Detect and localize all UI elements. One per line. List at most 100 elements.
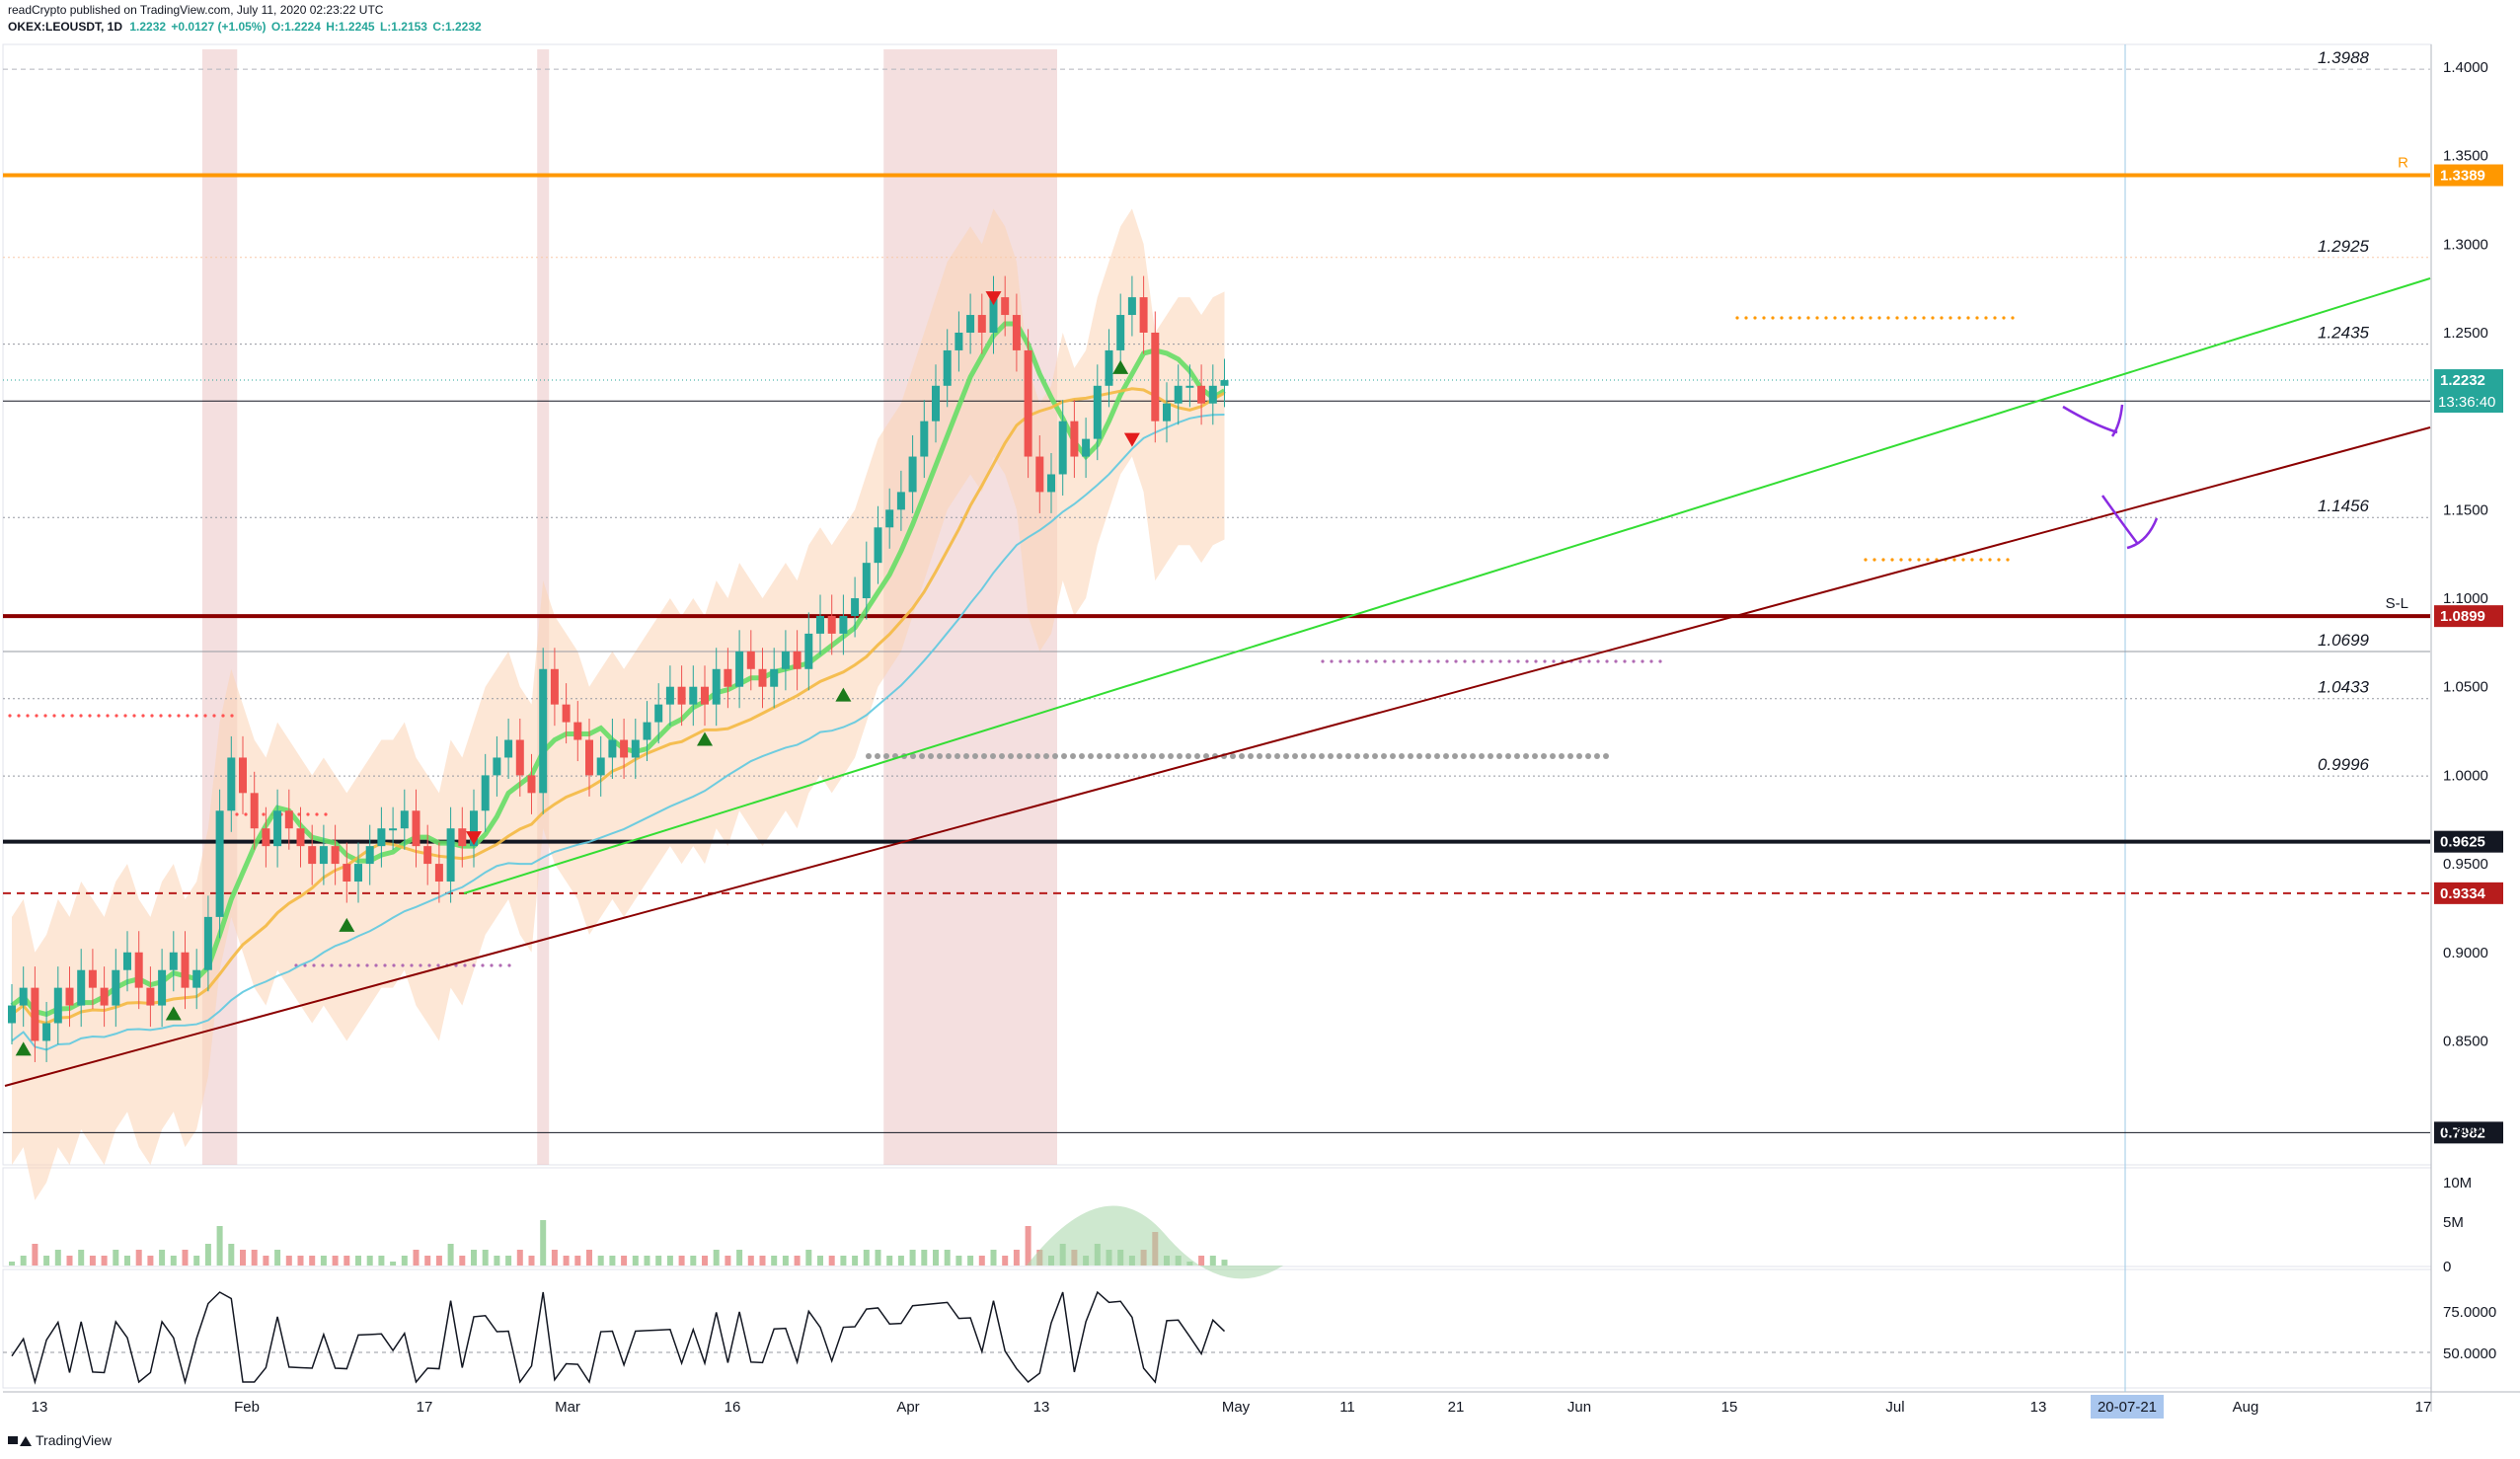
neutral-dots (1070, 753, 1076, 759)
volume-bar (1013, 1250, 1020, 1266)
candle (839, 594, 848, 655)
volume-bar (471, 1250, 477, 1266)
oscillator-pane-border (2, 1268, 2432, 1389)
resistance-dots (43, 714, 47, 718)
trail-dots (1975, 316, 1979, 320)
volume-bar (955, 1256, 962, 1266)
trail-dots (1789, 316, 1793, 320)
pivot-dots-2 (1436, 659, 1440, 663)
volume-bar (794, 1256, 801, 1266)
volume-bar (805, 1250, 812, 1266)
volume-bar (390, 1262, 397, 1266)
baseline-ma (11, 413, 1225, 1051)
candle (1082, 418, 1091, 479)
time-axis[interactable]: 13 Feb 17 Mar 16 Apr 13 May 11 21 Jun 15 Jul 13 Aug 17 2… (32, 1395, 2432, 1419)
candle (169, 931, 178, 992)
candle (1208, 364, 1217, 425)
neutral-dots (1399, 753, 1405, 759)
candle (423, 824, 432, 885)
resistance-dots (186, 714, 190, 718)
neutral-dots (1114, 753, 1120, 759)
volume-bar (66, 1256, 73, 1266)
volume-bar (9, 1262, 15, 1266)
buy-signal-icon (15, 1041, 32, 1056)
volume-bar (297, 1256, 304, 1266)
candle (1151, 311, 1160, 443)
level-value-label: 0.9996 (2318, 755, 2370, 774)
candle (331, 824, 340, 885)
candle (955, 311, 963, 372)
trail-dots (1771, 316, 1775, 320)
price-tick-label: 0.8000 (2443, 1121, 2488, 1138)
neutral-dots (1034, 753, 1040, 759)
volume-bar (655, 1256, 662, 1266)
time-tick-label: 15 (1721, 1399, 1738, 1416)
volume-bar (482, 1250, 489, 1266)
volume-bar (251, 1250, 258, 1266)
level-tag-box (2434, 605, 2503, 628)
candle (458, 806, 467, 868)
close-value: C:1.2232 (432, 20, 482, 34)
candle (227, 735, 236, 832)
last-price: 1.2232 (129, 20, 167, 34)
time-tick-label: Jun (1567, 1399, 1591, 1416)
trail-dots (1753, 316, 1757, 320)
price-axis[interactable]: 1.33891.21141.08990.96250.93340.79821.40… (2434, 59, 2503, 1362)
neutral-dots (1354, 753, 1360, 759)
volume-bar (494, 1256, 500, 1266)
pivot-dots-2 (1516, 659, 1520, 663)
neutral-dots (1168, 753, 1174, 759)
resistance-dots (26, 714, 30, 718)
volume-bar (285, 1256, 292, 1266)
candle (585, 719, 593, 797)
time-tick-label: Feb (234, 1399, 260, 1416)
candle (943, 329, 952, 408)
volume-bar (828, 1256, 835, 1266)
volume-pane (9, 1205, 1283, 1279)
pane-borders (2, 43, 2520, 1412)
candle (239, 735, 247, 814)
candle (434, 842, 443, 903)
pivot-dots (490, 963, 494, 967)
neutral-dots (1541, 753, 1547, 759)
candle (920, 400, 929, 479)
neutral-dots (1239, 753, 1245, 759)
publish-info: readCrypto published on TradingView.com,… (8, 3, 384, 17)
resistance-dots (70, 714, 74, 718)
sell-signal-icon (1123, 432, 1140, 447)
candle (1174, 364, 1183, 425)
neutral-dots (1177, 753, 1183, 759)
candle (146, 966, 155, 1028)
candle (65, 966, 74, 1028)
support-dots (315, 812, 319, 816)
neutral-dots (1106, 753, 1111, 759)
time-tick-label: Aug (2233, 1399, 2259, 1416)
pivot-dots (312, 963, 316, 967)
buy-signal-icon (835, 687, 852, 702)
pivot-dots (392, 963, 396, 967)
trail-dots (1993, 316, 1997, 320)
volume-bar (159, 1250, 166, 1266)
pivot-dots-2 (1481, 659, 1485, 663)
support-dots (324, 812, 328, 816)
volume-bar (782, 1256, 789, 1266)
candle (746, 630, 755, 691)
volume-bar (690, 1256, 697, 1266)
trail-dots (1895, 316, 1899, 320)
volume-bar (666, 1256, 673, 1266)
candle (804, 612, 813, 691)
pivot-dots-2 (1658, 659, 1662, 663)
volume-bar (944, 1250, 951, 1266)
trail-dots (1966, 316, 1970, 320)
volume-bar (933, 1250, 939, 1266)
candle (1197, 364, 1206, 425)
trail-dots-2 (1926, 558, 1930, 562)
resistance-dots (203, 714, 207, 718)
level-value-label: 1.0699 (2318, 631, 2370, 650)
volume-bar (621, 1256, 628, 1266)
level-tag-box (2434, 830, 2503, 853)
support-dots (306, 812, 310, 816)
trail-dots (1948, 316, 1952, 320)
volume-bar (124, 1256, 130, 1266)
